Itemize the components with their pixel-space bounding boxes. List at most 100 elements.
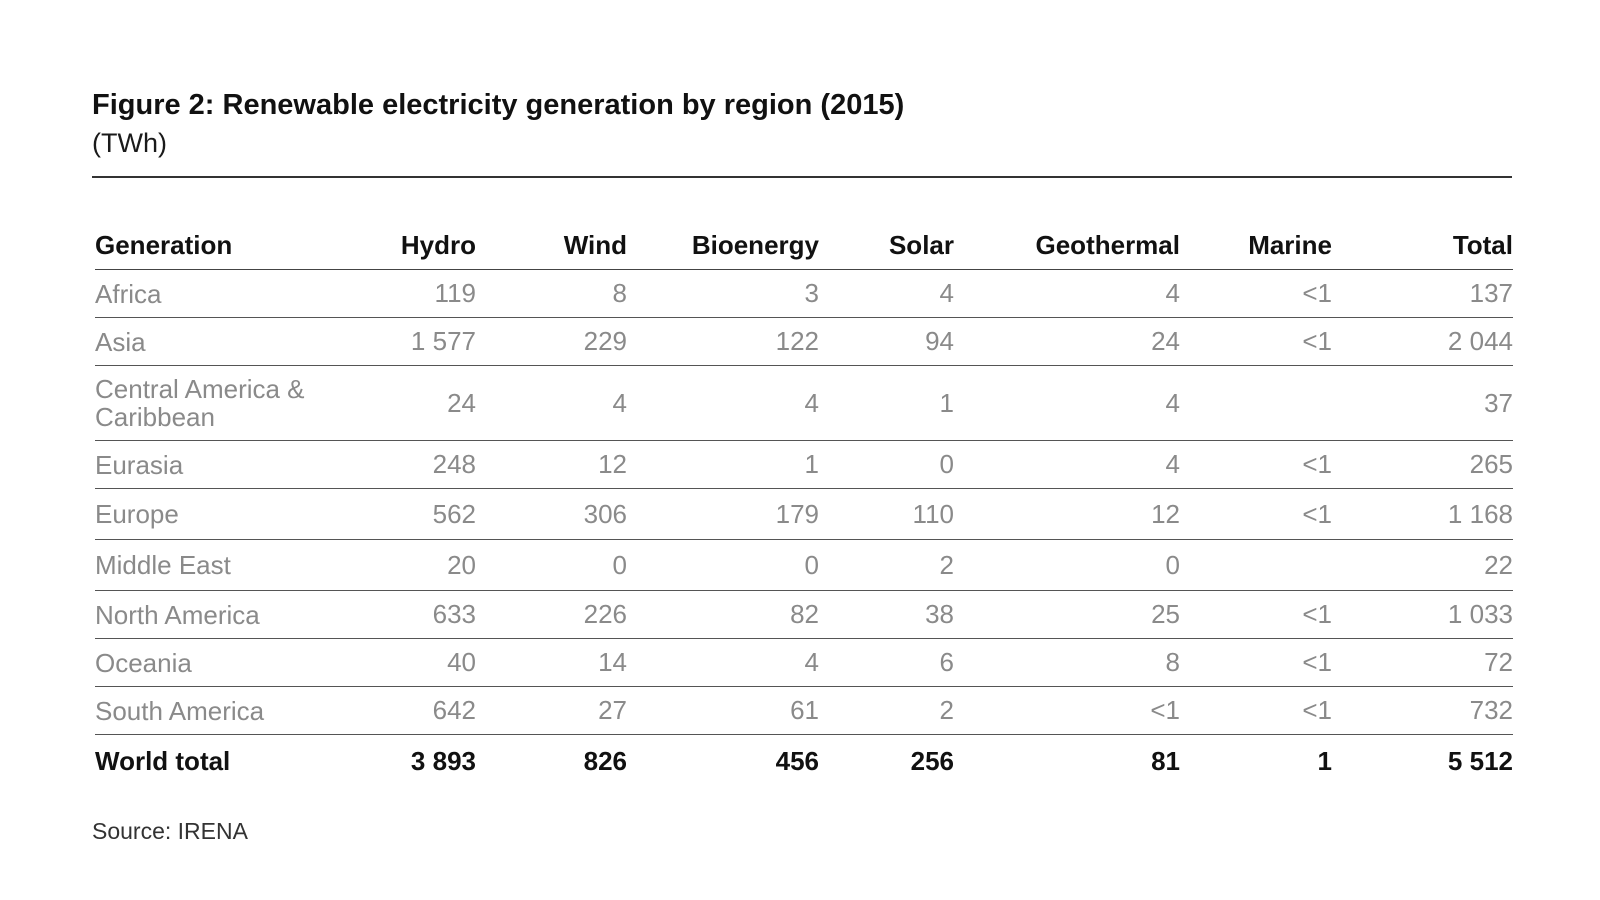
table-cell: <1 [1180,317,1332,366]
table-cell: 12 [476,440,627,489]
column-header: Total [1332,222,1513,270]
table-cell: 82 [627,590,819,639]
total-row: World total 3 893 826 456 256 81 1 5 512 [95,735,1513,788]
generation-table: Generation Hydro Wind Bioenergy Solar Ge… [95,222,1513,787]
column-header: Bioenergy [627,222,819,270]
table-cell: 20 [323,539,476,591]
region-label: Eurasia [95,440,323,489]
column-header: Wind [476,222,627,270]
table-cell: 24 [954,317,1180,366]
table-cell: 4 [476,365,627,441]
table-row: Oceania 40 14 4 6 8 <1 72 [95,638,1513,687]
table-cell: 0 [627,539,819,591]
total-label: World total [95,746,231,776]
table-cell: 4 [627,638,819,687]
table-cell [1180,539,1332,591]
column-header: Solar [819,222,954,270]
table-cell: 38 [819,590,954,639]
table-cell: 248 [323,440,476,489]
table-cell: 4 [954,269,1180,318]
table-row: Middle East 20 0 0 2 0 22 [95,539,1513,591]
total-cell: 826 [583,745,627,776]
table-cell: 265 [1332,440,1513,489]
column-header: Marine [1180,222,1332,270]
table-cell: 12 [954,488,1180,540]
table-cell: 122 [627,317,819,366]
table-cell: 0 [954,539,1180,591]
region-label: Middle East [95,539,323,591]
table-cell: 4 [819,269,954,318]
table-cell: 4 [954,440,1180,489]
table-cell: 229 [476,317,627,366]
table-cell: 1 [819,365,954,441]
table-cell: 22 [1332,539,1513,591]
table-row: South America 642 27 61 2 <1 <1 732 [95,686,1513,735]
table-header-row: Generation Hydro Wind Bioenergy Solar Ge… [95,222,1513,270]
table-cell: 6 [819,638,954,687]
table-cell: <1 [1180,440,1332,489]
table-cell: 119 [323,269,476,318]
total-cell: 456 [775,745,819,776]
table-cell: 0 [819,440,954,489]
column-header: Hydro [323,222,476,270]
region-label: Asia [95,317,323,366]
total-cell: 1 [1317,745,1332,776]
table-cell: 110 [819,488,954,540]
table-row: Central America & Caribbean 24 4 4 1 4 37 [95,365,1513,441]
table-cell: 37 [1332,365,1513,441]
table-row: Asia 1 577 229 122 94 24 <1 2 044 [95,317,1513,366]
table-cell: 14 [476,638,627,687]
table-cell: <1 [1180,686,1332,735]
table-cell: <1 [1180,269,1332,318]
table-row: North America 633 226 82 38 25 <1 1 033 [95,590,1513,639]
region-label: Central America & Caribbean [95,365,323,441]
table-cell: 179 [627,488,819,540]
region-label: Africa [95,269,323,318]
table-cell: <1 [1180,488,1332,540]
region-label: North America [95,590,323,639]
table-cell: 4 [954,365,1180,441]
table-cell: 226 [476,590,627,639]
table-cell: 40 [323,638,476,687]
table-cell: 2 [819,686,954,735]
table-cell: 8 [954,638,1180,687]
region-label: South America [95,686,323,735]
table-cell: 562 [323,488,476,540]
table-cell: 2 044 [1332,317,1513,366]
table-cell: 1 [627,440,819,489]
total-cell: 256 [910,745,954,776]
table-cell [1180,365,1332,441]
table-row: Europe 562 306 179 110 12 <1 1 168 [95,488,1513,540]
table-cell: 306 [476,488,627,540]
table-cell: 27 [476,686,627,735]
column-header: Generation [95,222,323,270]
table-cell: 2 [819,539,954,591]
figure-subtitle: (TWh) [92,128,167,158]
table-cell: 72 [1332,638,1513,687]
table-cell: <1 [1180,590,1332,639]
region-label: Europe [95,488,323,540]
table-cell: <1 [1180,638,1332,687]
table-cell: <1 [954,686,1180,735]
total-cell: 81 [1151,745,1180,776]
table-body: Africa 119 8 3 4 4 <1 137 Asia 1 577 229 122 94 24 <1 2… [95,269,1513,788]
figure-header: Figure 2: Renewable electricity generati… [92,88,1512,178]
table-cell: 1 168 [1332,488,1513,540]
table-cell: 8 [476,269,627,318]
table-cell: 0 [476,539,627,591]
source-note: Source: IRENA [92,818,248,844]
table-cell: 633 [323,590,476,639]
table-cell: 732 [1332,686,1513,735]
table-cell: 1 033 [1332,590,1513,639]
table-cell: 61 [627,686,819,735]
table-row: Africa 119 8 3 4 4 <1 137 [95,269,1513,318]
figure-title: Figure 2: Renewable electricity generati… [92,89,905,121]
table-cell: 94 [819,317,954,366]
table-cell: 642 [323,686,476,735]
table-cell: 137 [1332,269,1513,318]
total-cell: 5 512 [1447,745,1513,776]
table-cell: 24 [323,365,476,441]
table-cell: 25 [954,590,1180,639]
region-label: Oceania [95,638,323,687]
table-row: Eurasia 248 12 1 0 4 <1 265 [95,440,1513,489]
